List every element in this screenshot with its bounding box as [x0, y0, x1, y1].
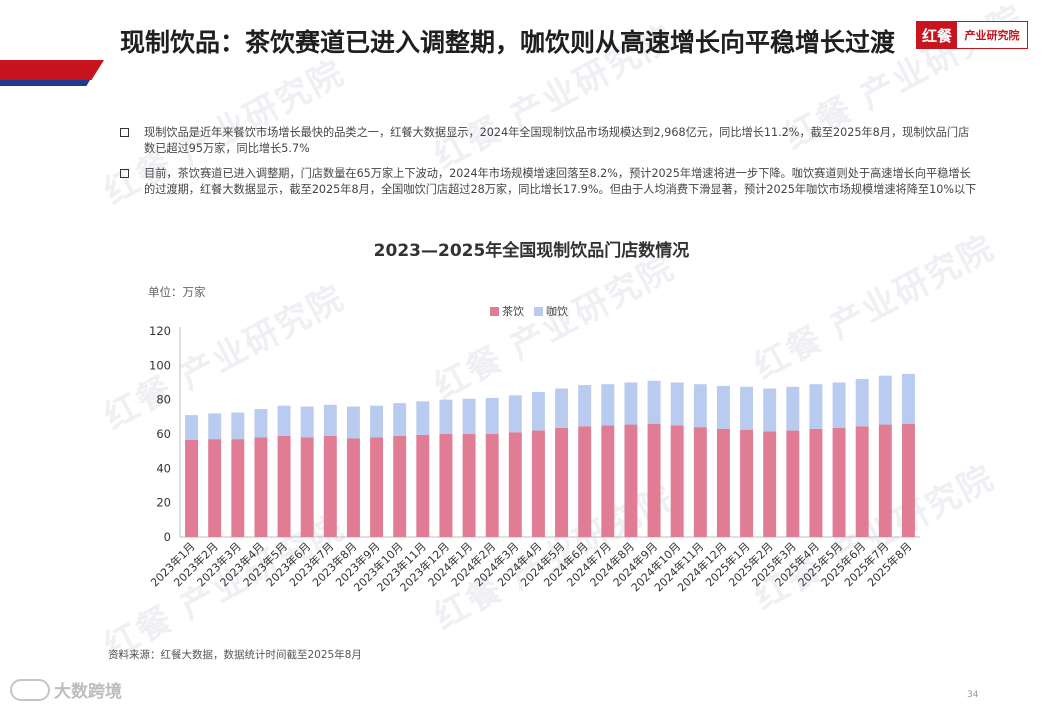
brand-mark-icon — [10, 678, 50, 701]
y-tick-label: 120 — [149, 324, 171, 338]
bar-tea — [508, 432, 522, 537]
bar-tea — [370, 437, 384, 537]
bar-coffee — [254, 409, 268, 438]
bar-tea — [231, 439, 245, 537]
bar-tea — [439, 434, 453, 537]
bar-coffee — [624, 382, 638, 425]
logo-text: 产业研究院 — [964, 29, 1020, 42]
legend-swatch-tea — [490, 306, 499, 316]
legend-item-tea: 茶饮 — [490, 303, 524, 319]
bar-coffee — [832, 382, 846, 428]
bar-coffee — [277, 405, 291, 436]
bar-coffee — [531, 391, 545, 431]
bar-coffee — [601, 384, 615, 426]
bar-tea — [578, 426, 592, 537]
y-tick-label: 40 — [156, 461, 171, 475]
bar-tea — [786, 430, 800, 537]
bar-tea — [624, 424, 638, 537]
y-tick-label: 60 — [156, 427, 171, 441]
bar-tea — [393, 435, 407, 537]
bar-coffee — [578, 385, 592, 427]
brand-logo: 红餐 产业研究院 — [916, 21, 1028, 49]
legend-item-coffee: 咖饮 — [534, 303, 568, 319]
bar-tea — [485, 434, 499, 537]
header-navy-stripe — [0, 80, 90, 86]
bar-coffee — [439, 399, 453, 434]
y-tick-label: 80 — [156, 393, 171, 407]
bar-tea — [647, 423, 661, 537]
bar-tea — [855, 426, 869, 537]
bar-tea — [716, 428, 730, 537]
bar-coffee — [416, 401, 430, 435]
bar-coffee — [485, 397, 499, 434]
bar-coffee — [716, 385, 730, 429]
y-tick-label: 20 — [156, 496, 171, 510]
logo-mark: 红餐 — [917, 22, 958, 48]
bar-coffee — [323, 404, 337, 436]
bar-coffee — [393, 403, 407, 436]
page-title: 现制饮品：茶饮赛道已进入调整期，咖饮则从高速增长向平稳增长过渡 — [120, 28, 896, 57]
bar-coffee — [809, 384, 823, 429]
bar-tea — [277, 435, 291, 537]
bar-tea — [832, 427, 846, 537]
bullet-text: 现制饮品是近年来餐饮市场增长最快的品类之一，红餐大数据显示，2024年全国现制饮… — [144, 126, 970, 155]
y-tick-label: 0 — [164, 530, 171, 544]
bar-coffee — [508, 395, 522, 433]
bar-coffee — [786, 386, 800, 431]
bar-tea — [323, 435, 337, 537]
bullet-text: 目前，茶饮赛道已进入调整期，门店数量在65万家上下波动，2024年市场规模增速回… — [144, 167, 977, 196]
bar-tea — [531, 430, 545, 537]
chart-legend: 茶饮 咖饮 — [490, 303, 568, 319]
bullet-item: 目前，茶饮赛道已进入调整期，门店数量在65万家上下波动，2024年市场规模增速回… — [120, 166, 980, 197]
bar-tea — [462, 434, 476, 537]
bar-coffee — [901, 373, 915, 424]
unit-label: 单位：万家 — [148, 285, 206, 299]
bullet-item: 现制饮品是近年来餐饮市场增长最快的品类之一，红餐大数据显示，2024年全国现制饮… — [120, 125, 980, 156]
bar-coffee — [300, 406, 314, 438]
bar-tea — [878, 424, 892, 537]
bar-coffee — [370, 405, 384, 438]
bar-coffee — [208, 413, 222, 440]
bar-tea — [416, 434, 430, 537]
footer-brand: 大数跨境 — [10, 677, 122, 702]
bar-tea — [763, 431, 777, 537]
bar-tea — [208, 439, 222, 537]
legend-label-tea: 茶饮 — [502, 305, 524, 318]
bar-coffee — [647, 380, 661, 424]
bar-coffee — [878, 375, 892, 425]
bar-tea — [555, 427, 569, 537]
bar-coffee — [346, 406, 360, 439]
bar-tea — [670, 425, 684, 537]
bar-tea — [300, 437, 314, 537]
bar-coffee — [763, 388, 777, 432]
legend-label-coffee: 咖饮 — [546, 305, 568, 318]
bar-coffee — [185, 415, 199, 441]
bar-tea — [601, 425, 615, 537]
header-red-stripe — [0, 60, 104, 80]
bullet-square-icon — [120, 128, 129, 137]
bullet-square-icon — [120, 169, 129, 178]
bar-tea — [901, 423, 915, 537]
bar-coffee — [670, 382, 684, 426]
legend-swatch-coffee — [534, 306, 543, 316]
bar-tea — [346, 438, 360, 537]
source-note: 资料来源：红餐大数据，数据统计时间截至2025年8月 — [108, 649, 362, 661]
footer-brand-text: 大数跨境 — [54, 682, 122, 702]
y-tick-label: 100 — [149, 358, 171, 372]
bullet-list: 现制饮品是近年来餐饮市场增长最快的品类之一，红餐大数据显示，2024年全国现制饮… — [120, 125, 980, 207]
bar-coffee — [231, 412, 245, 440]
bar-tea — [185, 440, 199, 537]
bar-coffee — [855, 379, 869, 427]
bar-tea — [809, 428, 823, 537]
chart-title: 2023—2025年全国现制饮品门店数情况 — [373, 241, 690, 261]
bar-tea — [693, 427, 707, 537]
page-number: 34 — [967, 690, 979, 700]
bar-coffee — [693, 384, 707, 428]
bar-coffee — [555, 388, 569, 428]
bar-coffee — [462, 398, 476, 434]
bar-tea — [740, 429, 754, 537]
bar-coffee — [740, 386, 754, 430]
bar-tea — [254, 437, 268, 537]
